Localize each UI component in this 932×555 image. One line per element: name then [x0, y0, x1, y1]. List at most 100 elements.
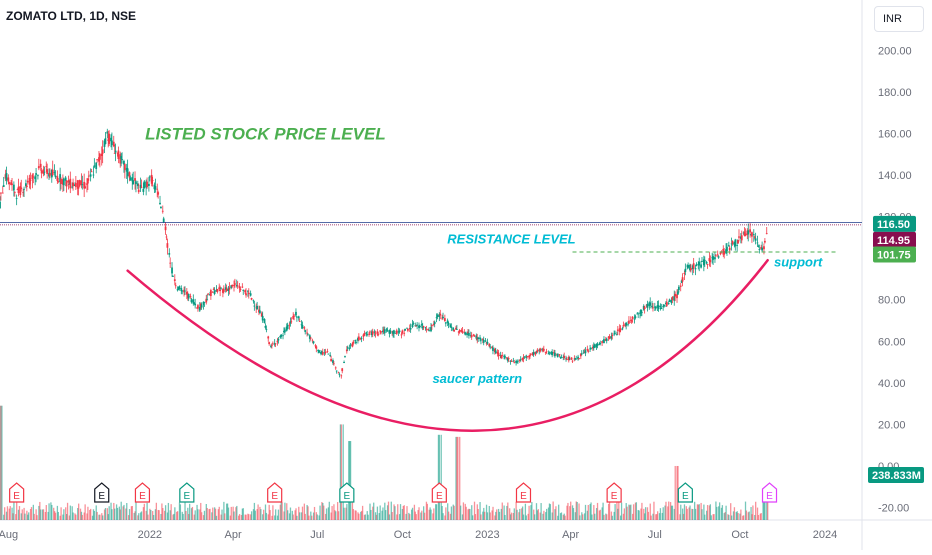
- candle-body: [464, 332, 467, 335]
- candle-body: [53, 172, 56, 174]
- volume-bar: [579, 515, 581, 520]
- candle-body: [293, 315, 296, 317]
- volume-bar: [706, 510, 708, 520]
- candle-body: [276, 340, 279, 343]
- candle-body: [397, 331, 400, 333]
- candle-body: [134, 178, 136, 181]
- candle-body: [74, 184, 76, 187]
- volume-bar: [641, 502, 643, 520]
- volume-bar: [95, 505, 97, 520]
- candle-body: [590, 348, 592, 349]
- candle-body: [151, 180, 154, 181]
- candle-body: [277, 339, 280, 341]
- volume-bar: [221, 509, 223, 520]
- volume-bar: [187, 507, 189, 520]
- candle-body: [283, 330, 285, 333]
- volume-bar: [23, 507, 25, 520]
- volume-bar: [254, 510, 256, 520]
- candle-body: [719, 252, 722, 255]
- volume-bar: [235, 507, 237, 520]
- volume-bar: [628, 504, 630, 520]
- candle-body: [640, 312, 643, 313]
- volume-bar: [162, 508, 164, 520]
- candle-body: [739, 236, 742, 239]
- candle-body: [432, 323, 435, 325]
- volume-bar: [91, 515, 94, 520]
- volume-bar: [45, 505, 47, 520]
- candle-body: [639, 312, 641, 314]
- volume-bar: [584, 504, 587, 520]
- candle-body: [22, 192, 25, 193]
- candle-body: [450, 326, 453, 328]
- candle-body: [370, 331, 373, 336]
- candle-body: [197, 305, 199, 309]
- candle-body: [509, 360, 512, 362]
- volume-bar: [471, 505, 473, 520]
- volume-bar: [608, 502, 611, 520]
- volume-bar: [417, 510, 419, 520]
- volume-bar: [120, 501, 122, 520]
- volume-bar: [693, 501, 696, 520]
- candle-body: [523, 356, 526, 358]
- candle-body: [743, 231, 746, 236]
- volume-bar: [250, 511, 253, 520]
- volume-bar: [630, 504, 632, 520]
- volume-bar: [190, 508, 193, 520]
- volume-bar: [601, 507, 603, 520]
- volume-bar: [69, 505, 71, 520]
- volume-bar: [586, 510, 589, 520]
- candle-body: [295, 311, 297, 316]
- earnings-badge: [431, 482, 447, 503]
- volume-bar: [732, 511, 735, 520]
- candle-body: [114, 150, 117, 153]
- candle-body: [505, 357, 508, 359]
- candle-body: [548, 352, 551, 354]
- volume-bar: [558, 504, 560, 520]
- candle-body: [352, 341, 355, 344]
- volume-bar: [152, 511, 154, 520]
- candle-body: [371, 331, 374, 335]
- volume-bar: [382, 507, 384, 520]
- candle-body: [80, 180, 83, 186]
- candle-body: [19, 186, 22, 196]
- candle-body: [239, 288, 242, 290]
- candle-body: [382, 330, 384, 333]
- candle-body: [455, 329, 458, 330]
- candle-body: [359, 338, 362, 340]
- candle-body: [388, 330, 391, 334]
- volume-bar: [386, 505, 389, 520]
- candle-body: [116, 152, 119, 154]
- candle-body: [583, 351, 586, 353]
- volume-bar: [692, 509, 694, 520]
- volume-bar: [131, 505, 133, 520]
- volume-bar: [743, 515, 745, 520]
- volume-bar: [521, 508, 523, 520]
- candle-body: [393, 330, 395, 334]
- candle-body: [1, 192, 4, 194]
- volume-bar: [170, 504, 172, 520]
- volume-bar: [473, 501, 476, 520]
- candle-body: [686, 265, 689, 267]
- candle-body: [71, 186, 74, 188]
- y-tick-label: -20.00: [878, 503, 909, 515]
- volume-bar: [710, 515, 712, 520]
- volume-bar: [578, 503, 580, 520]
- volume-bar: [715, 501, 717, 520]
- candle-body: [282, 335, 284, 337]
- volume-bar: [264, 504, 267, 520]
- candle-body: [591, 346, 594, 349]
- volume-bar: [679, 514, 681, 520]
- candle-body: [72, 182, 74, 187]
- volume-bar: [632, 504, 635, 520]
- volume-bar: [291, 510, 293, 520]
- volume-bar: [602, 502, 604, 520]
- volume-bar: [397, 504, 399, 520]
- volume-bar: [283, 511, 285, 520]
- candle-body: [529, 353, 532, 355]
- earnings-marker: E: [431, 482, 447, 503]
- candle-body: [234, 283, 236, 285]
- currency-selector[interactable]: INR: [874, 6, 924, 32]
- candle-body: [608, 336, 611, 340]
